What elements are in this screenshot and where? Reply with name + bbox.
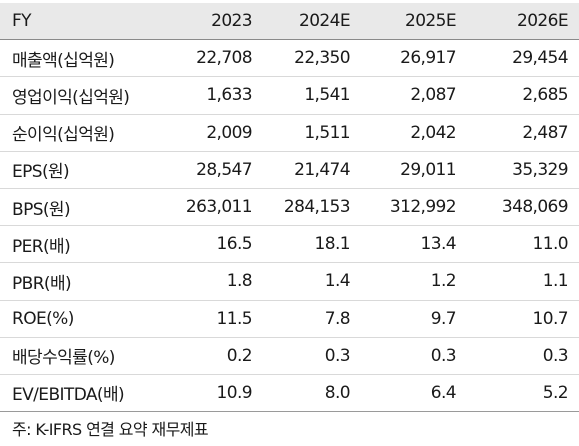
row-label: BPS(원): [12, 199, 71, 220]
table-cell: 18.1: [314, 234, 351, 255]
table-cell: 9.7: [430, 308, 457, 329]
table-row: 매출액(십억원) 22,708 22,350 26,917 29,454: [0, 40, 579, 77]
table-row: PBR(배) 1.8 1.4 1.2 1.1: [0, 263, 579, 300]
table-cell: 2,042: [410, 122, 456, 143]
row-label: 배당수익률(%): [12, 348, 115, 369]
table-row: BPS(원) 263,011 284,153 312,992 348,069: [0, 188, 579, 226]
table-cell: 312,992: [389, 197, 457, 218]
table-cell: 26,917: [400, 48, 456, 69]
header-year-2025e: 2025E: [404, 11, 457, 32]
row-label: PBR(배): [12, 273, 72, 294]
table-cell: 1.2: [430, 271, 457, 292]
table-row: ROE(%) 11.5 7.8 9.7 10.7: [0, 300, 579, 338]
table-cell: 10.9: [216, 382, 253, 403]
table-cell: 28,547: [196, 159, 252, 180]
header-year-2024e: 2024E: [298, 11, 351, 32]
table-cell: 7.8: [324, 308, 351, 329]
table-cell: 1.8: [226, 271, 253, 292]
table-cell: 5.2: [542, 382, 569, 403]
table-cell: 2,487: [522, 122, 568, 143]
table-row: 배당수익률(%) 0.2 0.3 0.3 0.3: [0, 337, 579, 375]
table-cell: 284,153: [283, 197, 351, 218]
table-header-row: FY 2023 2024E 2025E 2026E: [0, 3, 579, 40]
table-cell: 2,087: [410, 85, 456, 106]
table-cell: 0.3: [430, 345, 457, 366]
row-label: ROE(%): [12, 308, 74, 329]
row-label: 영업이익(십억원): [12, 87, 130, 108]
table-cell: 35,329: [512, 159, 568, 180]
table-cell: 2,009: [206, 122, 252, 143]
table-row: EV/EBITDA(배) 10.9 8.0 6.4 5.2: [0, 374, 579, 412]
table-cell: 348,069: [501, 197, 569, 218]
table-cell: 11.0: [532, 234, 569, 255]
table-row: 영업이익(십억원) 1,633 1,541 2,087 2,685: [0, 77, 579, 115]
table-cell: 29,011: [400, 159, 456, 180]
table-cell: 10.7: [532, 308, 569, 329]
table-cell: 8.0: [324, 382, 351, 403]
financial-table: FY 2023 2024E 2025E 2026E 매출액(십억원) 22,70…: [0, 3, 579, 412]
table-cell: 11.5: [216, 308, 253, 329]
table-cell: 13.4: [420, 234, 457, 255]
table-row: PER(배) 16.5 18.1 13.4 11.0: [0, 226, 579, 263]
header-fy: FY: [12, 11, 32, 32]
header-year-2026e: 2026E: [516, 11, 569, 32]
table-cell: 16.5: [216, 234, 253, 255]
table-cell: 1,633: [206, 85, 252, 106]
table-cell: 22,708: [196, 48, 252, 69]
table-cell: 1,511: [304, 122, 350, 143]
table-cell: 6.4: [430, 382, 457, 403]
row-label: PER(배): [12, 236, 71, 257]
table-cell: 263,011: [185, 197, 253, 218]
table-cell: 1.1: [542, 271, 569, 292]
table-cell: 0.2: [226, 345, 253, 366]
table-cell: 0.3: [542, 345, 569, 366]
table-cell: 21,474: [294, 159, 350, 180]
table-cell: 29,454: [512, 48, 568, 69]
table-cell: 22,350: [294, 48, 350, 69]
row-label: EV/EBITDA(배): [12, 385, 125, 406]
table-row: 순이익(십억원) 2,009 1,511 2,042 2,487: [0, 114, 579, 152]
row-label: EPS(원): [12, 162, 70, 183]
table-cell: 1,541: [304, 85, 350, 106]
header-year-2023: 2023: [211, 11, 252, 32]
table-cell: 2,685: [522, 85, 568, 106]
row-label: 순이익(십억원): [12, 125, 115, 146]
row-label: 매출액(십억원): [12, 50, 115, 71]
table-row: EPS(원) 28,547 21,474 29,011 35,329: [0, 151, 579, 189]
footnote: 주: K-IFRS 연결 요약 재무제표: [12, 420, 209, 439]
table-cell: 0.3: [324, 345, 351, 366]
table-cell: 1.4: [324, 271, 351, 292]
